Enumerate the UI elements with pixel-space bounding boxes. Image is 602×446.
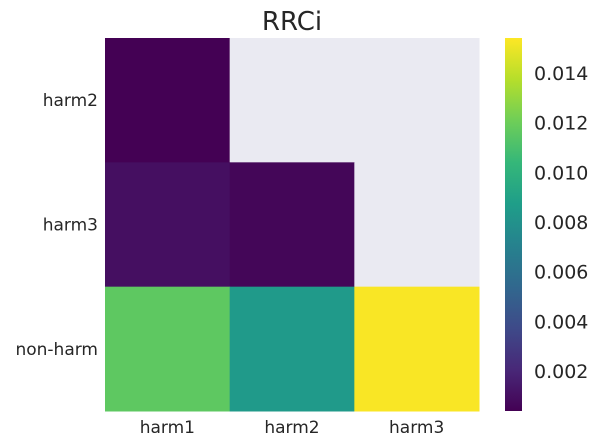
x-tick-label: harm3 [389,418,444,438]
heatmap-cell-harm3-harm2 [229,162,355,288]
heatmap-cell-harm2-harm2 [229,38,355,163]
colorbar-tick-label: 0.006 [534,262,588,284]
colorbar-tick-label: 0.010 [534,162,588,184]
colorbar [505,38,522,411]
colorbar-tick-label: 0.014 [534,63,588,85]
heatmap-cell-non-harm-harm2 [229,286,355,412]
x-tick-label: harm1 [140,418,195,438]
colorbar-tick-labels: 0.002 0.004 0.006 0.008 0.010 0.012 0.014 [534,63,588,383]
heatmap-cell-harm3-harm1 [105,162,231,288]
heatmap-cell-harm2-harm3 [354,38,480,163]
y-tick-label: harm3 [43,216,98,236]
colorbar-tick-label: 0.002 [534,361,588,383]
colorbar-tick-label: 0.008 [534,212,588,234]
heatmap-cell-non-harm-harm3 [354,286,480,412]
x-tick-labels: harm1 harm2 harm3 [140,418,445,438]
y-tick-label: harm2 [43,91,98,111]
chart-title: RRCi [262,7,322,37]
y-tick-labels: harm2 harm3 non-harm [15,91,98,360]
heatmap-cell-harm3-harm3 [354,162,480,288]
x-tick-label: harm2 [264,418,319,438]
colorbar-tick-label: 0.012 [534,113,588,135]
colorbar-tick-label: 0.004 [534,311,588,333]
y-tick-label: non-harm [15,340,98,360]
heatmap-cell-harm2-harm1 [105,38,231,163]
heatmap-cell-non-harm-harm1 [105,286,231,412]
heatmap-cells [105,38,480,412]
